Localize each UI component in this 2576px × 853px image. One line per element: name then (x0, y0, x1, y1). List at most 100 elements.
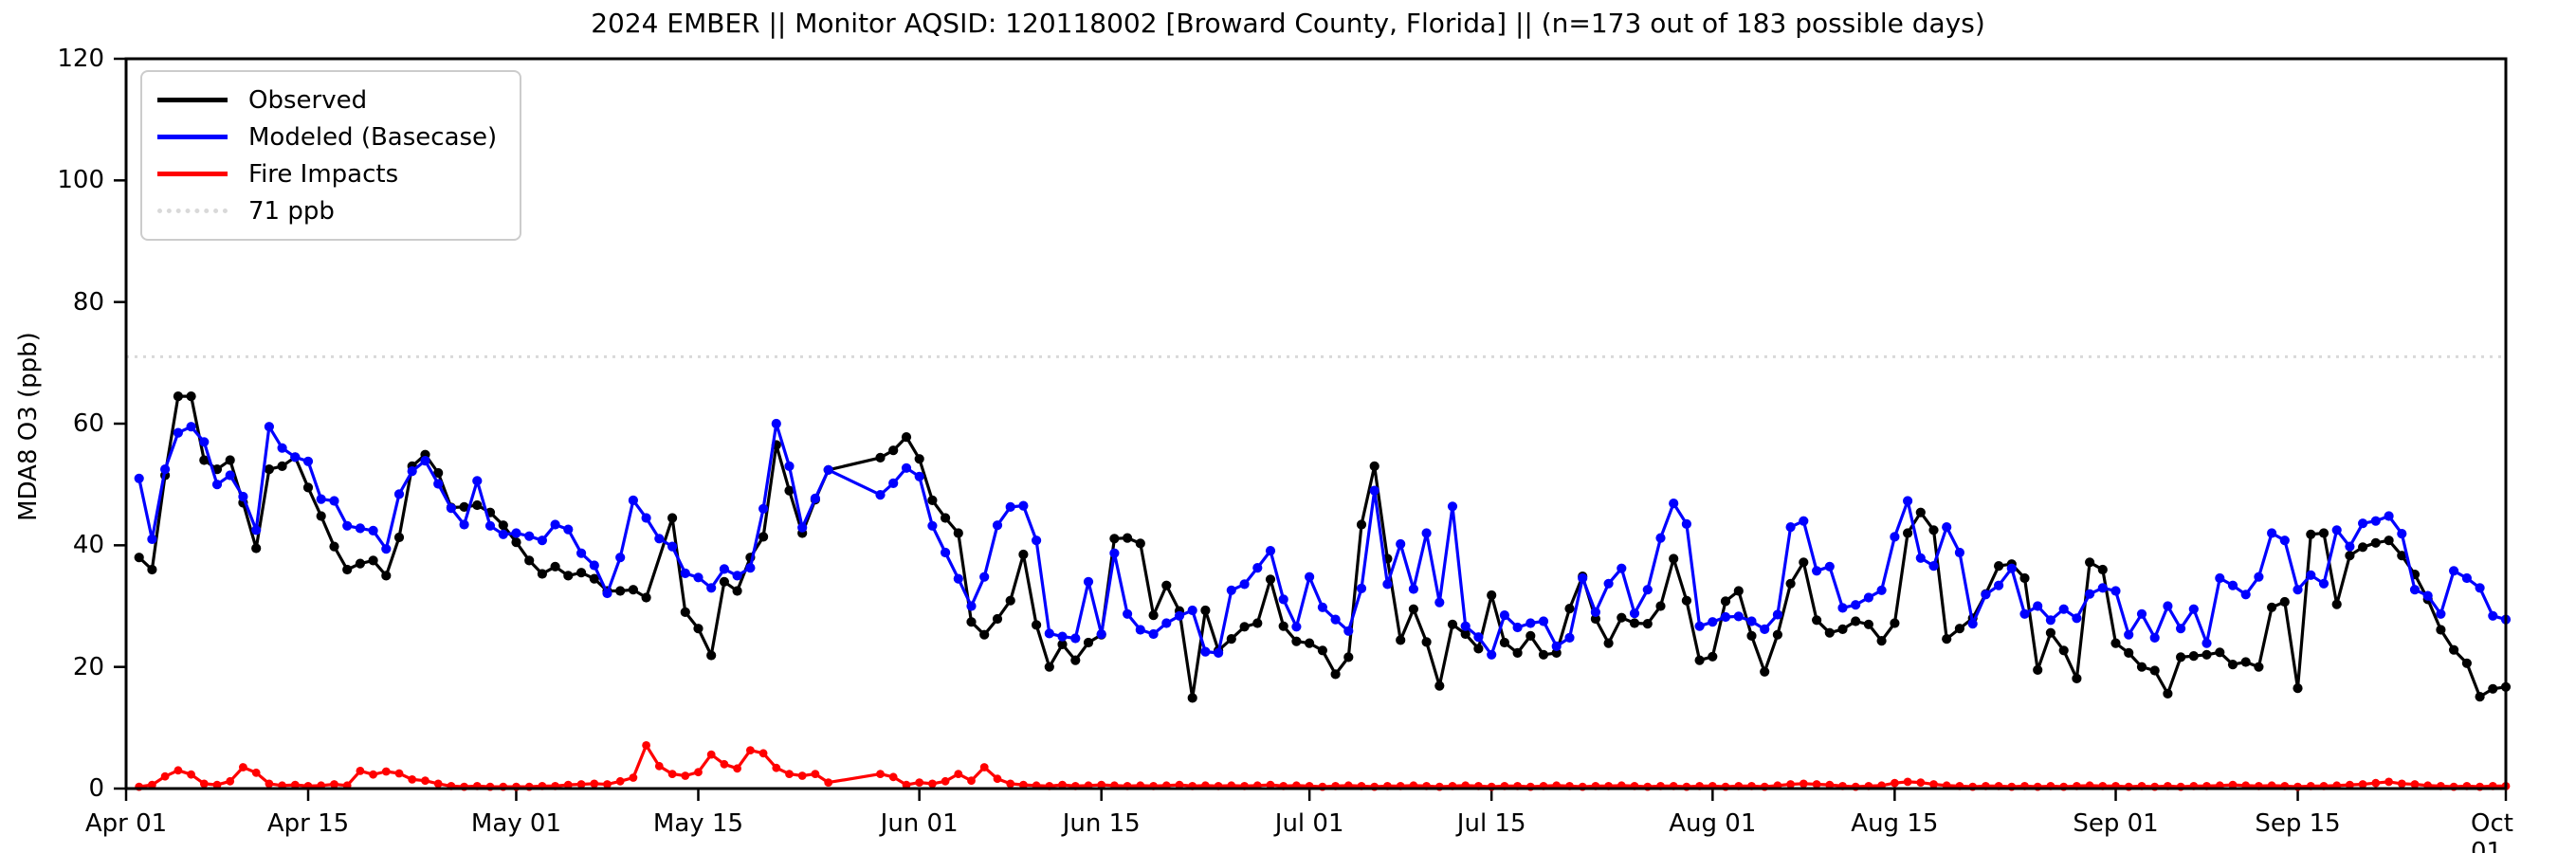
data-point (2136, 662, 2147, 672)
legend-label: Fire Impacts (248, 159, 399, 189)
data-point (1148, 628, 1159, 640)
data-point (979, 763, 989, 771)
data-point (1681, 595, 1691, 606)
data-point (2384, 535, 2394, 546)
data-point (2149, 632, 2160, 644)
data-point (1915, 507, 1926, 517)
data-point (2058, 604, 2069, 614)
data-point (238, 491, 248, 502)
data-point (1148, 610, 1159, 621)
data-point (316, 511, 326, 521)
data-point (1123, 608, 1133, 619)
data-point (2033, 601, 2043, 611)
data-point (251, 525, 262, 535)
data-point (590, 779, 599, 789)
data-point (615, 586, 626, 596)
data-point (1330, 669, 1341, 680)
data-point (979, 629, 990, 640)
data-point (941, 776, 950, 786)
data-point (1317, 645, 1327, 656)
data-point (2227, 660, 2238, 670)
data-point (264, 464, 274, 475)
x-tick-label: Jul 15 (1456, 809, 1526, 838)
data-point (693, 624, 703, 634)
data-point (2449, 566, 2459, 576)
data-point (1863, 619, 1873, 629)
y-tick-label: 60 (72, 409, 104, 438)
data-point (706, 650, 717, 661)
data-point (2110, 586, 2121, 596)
data-point (355, 523, 365, 534)
y-tick-label: 100 (57, 166, 104, 195)
data-point (408, 775, 417, 784)
data-point (2163, 601, 2173, 611)
data-point (681, 771, 690, 780)
data-point (1226, 585, 1236, 595)
data-point (927, 520, 938, 531)
data-point (888, 772, 898, 782)
data-point (368, 555, 378, 566)
data-point (1434, 597, 1445, 608)
data-point (239, 763, 247, 771)
data-point (342, 520, 353, 531)
x-tick-label: Oct 01 (2471, 809, 2513, 853)
data-point (628, 495, 639, 506)
data-point (1266, 780, 1275, 789)
x-tick-label: Aug 15 (1851, 809, 1939, 838)
data-point (511, 528, 521, 538)
data-point (1837, 603, 1848, 613)
data-point (1175, 780, 1184, 789)
data-point (2306, 570, 2316, 580)
data-point (1812, 780, 1821, 789)
data-point (484, 520, 496, 531)
data-point (2215, 647, 2225, 658)
legend-line-sample (157, 209, 228, 213)
data-point (1499, 637, 1509, 648)
data-point (1135, 625, 1145, 635)
data-point (1356, 519, 1367, 530)
data-point (199, 455, 210, 465)
data-point (264, 422, 274, 432)
data-point (1005, 501, 1015, 513)
data-point (1954, 547, 1964, 558)
data-point (459, 519, 469, 530)
data-point (784, 485, 795, 496)
data-point (498, 520, 508, 531)
data-point (199, 437, 210, 447)
data-point (1044, 628, 1054, 639)
x-tick-label: Apr 15 (266, 809, 350, 838)
data-point (2215, 572, 2225, 584)
data-point (1330, 614, 1341, 625)
data-point (720, 759, 729, 769)
data-point (2436, 625, 2446, 635)
data-point (641, 513, 651, 523)
data-point (433, 479, 444, 489)
legend: Observed Modeled (Basecase) Fire Impacts 71… (140, 70, 522, 241)
data-point (1214, 647, 1224, 659)
data-point (2136, 608, 2147, 619)
data-point (160, 464, 171, 475)
data-point (1590, 613, 1600, 625)
data-point (1981, 590, 1991, 600)
data-point (524, 555, 535, 566)
data-point (2085, 589, 2095, 599)
data-point (576, 780, 586, 789)
data-point (550, 519, 560, 530)
data-point (2449, 644, 2459, 655)
x-tick-label: Sep 01 (2073, 809, 2159, 838)
data-point (2345, 541, 2355, 552)
data-point (1019, 780, 1028, 789)
legend-label: Modeled (Basecase) (248, 122, 498, 152)
legend-line-sample (157, 172, 228, 176)
data-point (928, 779, 937, 789)
data-point (393, 489, 405, 499)
data-point (1942, 522, 1952, 533)
data-point (589, 573, 599, 584)
data-point (914, 454, 924, 464)
data-point (148, 780, 156, 789)
data-point (459, 501, 469, 513)
data-point (941, 547, 951, 558)
data-point (2370, 537, 2381, 548)
data-point (876, 770, 885, 778)
data-point (1655, 601, 1666, 611)
